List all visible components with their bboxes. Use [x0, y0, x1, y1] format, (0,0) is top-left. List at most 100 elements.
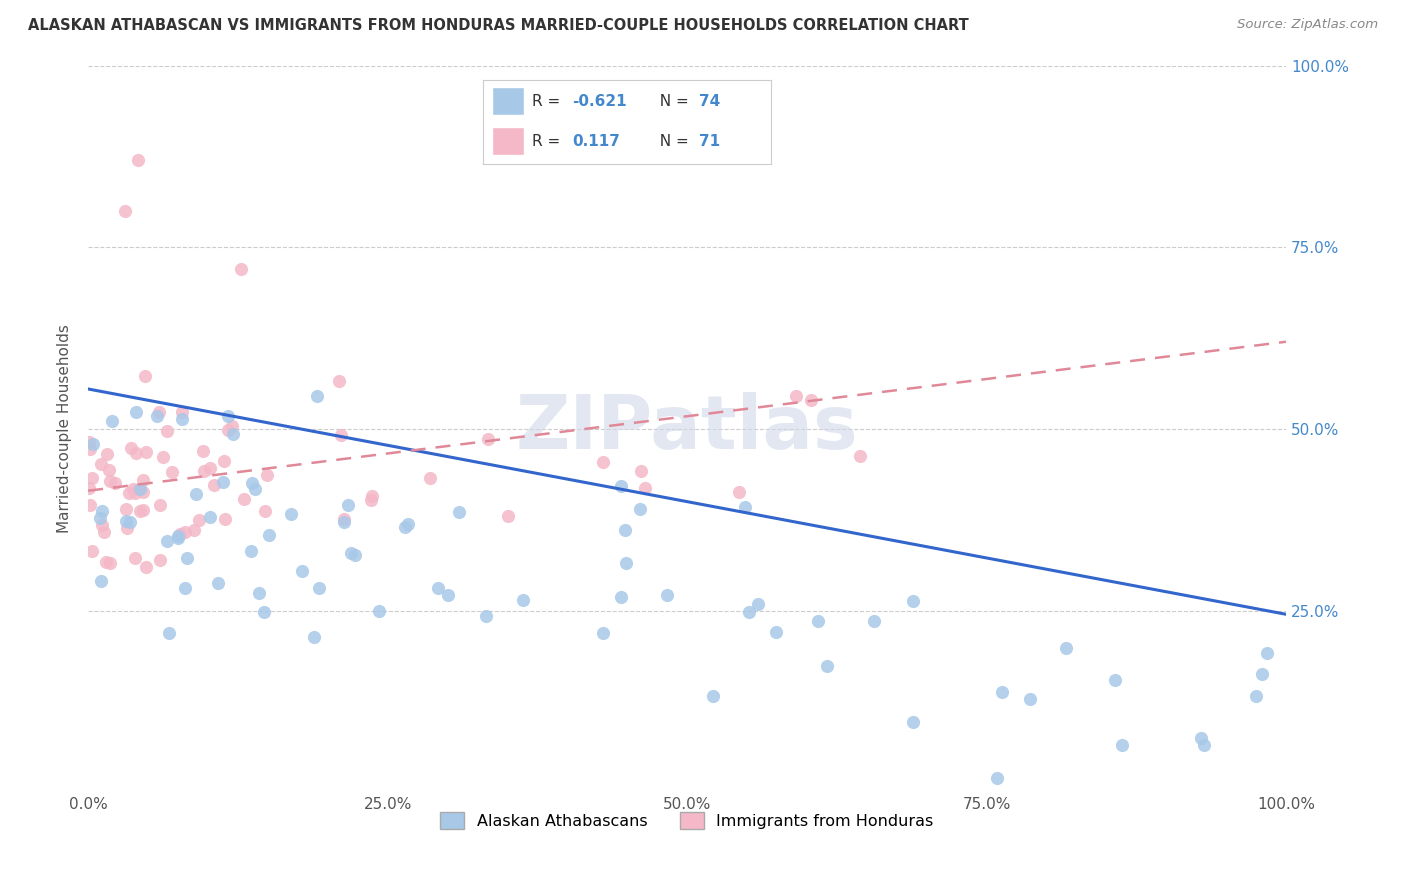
Point [90, 457, 112, 471]
Point [240, 544, 263, 558]
Point [79, 442, 101, 456]
Point [628, 501, 651, 516]
Point [333, 511, 356, 525]
Text: ZIPatlas: ZIPatlas [516, 392, 859, 466]
Point [156, 424, 179, 438]
Point [214, 511, 236, 525]
Point [280, 507, 302, 521]
Point [212, 453, 235, 467]
Point [145, 409, 167, 423]
Point [93, 524, 115, 539]
Point [738, 605, 761, 619]
Point [90, 574, 112, 589]
Point [198, 509, 221, 524]
Point [183, 523, 205, 537]
Point [149, 553, 172, 567]
Point [169, 527, 191, 541]
Point [330, 428, 353, 442]
Point [98, 462, 121, 476]
Point [259, 528, 281, 542]
Point [135, 444, 157, 458]
Point [149, 498, 172, 512]
Point [419, 470, 441, 484]
Point [368, 604, 391, 618]
Point [77, 481, 100, 495]
Text: ALASKAN ATHABASCAN VS IMMIGRANTS FROM HONDURAS MARRIED-COUPLE HOUSEHOLDS CORRELA: ALASKAN ATHABASCAN VS IMMIGRANTS FROM HO… [28, 18, 969, 33]
Point [807, 614, 830, 628]
Point [343, 548, 366, 562]
Point [173, 525, 195, 540]
Legend: Alaskan Athabascans, Immigrants from Honduras: Alaskan Athabascans, Immigrants from Hon… [434, 805, 941, 835]
Point [202, 478, 225, 492]
Point [115, 502, 138, 516]
Point [337, 498, 360, 512]
Point [903, 715, 925, 730]
Point [191, 444, 214, 458]
Point [135, 559, 157, 574]
Point [148, 405, 170, 419]
Point [115, 521, 138, 535]
Point [247, 586, 270, 600]
Point [129, 504, 152, 518]
Point [162, 466, 184, 480]
Point [79, 498, 101, 512]
Point [817, 659, 839, 673]
Point [212, 475, 235, 490]
Point [118, 515, 141, 529]
Point [447, 505, 470, 519]
Point [221, 419, 243, 434]
Point [394, 520, 416, 534]
Point [613, 523, 636, 537]
Point [630, 464, 652, 478]
Point [800, 392, 823, 407]
Point [114, 203, 136, 218]
Point [184, 487, 207, 501]
Point [308, 581, 330, 595]
Point [245, 482, 267, 496]
Point [89, 510, 111, 524]
Point [849, 450, 872, 464]
Point [118, 486, 141, 500]
Point [302, 630, 325, 644]
Point [990, 684, 1012, 698]
Point [747, 597, 769, 611]
Point [1111, 738, 1133, 752]
Point [221, 426, 243, 441]
Point [340, 546, 363, 560]
Point [115, 514, 138, 528]
Point [128, 482, 150, 496]
Point [157, 625, 180, 640]
Point [328, 374, 350, 388]
Point [82, 437, 104, 451]
Point [427, 581, 450, 595]
Point [1189, 731, 1212, 746]
Point [253, 504, 276, 518]
Point [176, 551, 198, 566]
Point [80, 471, 103, 485]
Point [125, 405, 148, 419]
Point [91, 518, 114, 533]
Point [172, 411, 194, 425]
Point [765, 624, 787, 639]
Point [98, 557, 121, 571]
Point [229, 262, 252, 277]
Point [167, 529, 190, 543]
Point [1018, 691, 1040, 706]
Point [134, 369, 156, 384]
Point [307, 388, 329, 402]
Point [437, 588, 460, 602]
Point [124, 485, 146, 500]
Point [125, 446, 148, 460]
Point [734, 500, 756, 514]
Point [1246, 689, 1268, 703]
Point [1054, 640, 1077, 655]
Point [77, 434, 100, 449]
Point [90, 503, 112, 517]
Point [120, 442, 142, 456]
Point [512, 592, 534, 607]
Text: Source: ZipAtlas.com: Source: ZipAtlas.com [1237, 18, 1378, 31]
Point [132, 503, 155, 517]
Point [152, 450, 174, 465]
Point [634, 481, 657, 495]
Point [233, 492, 256, 507]
